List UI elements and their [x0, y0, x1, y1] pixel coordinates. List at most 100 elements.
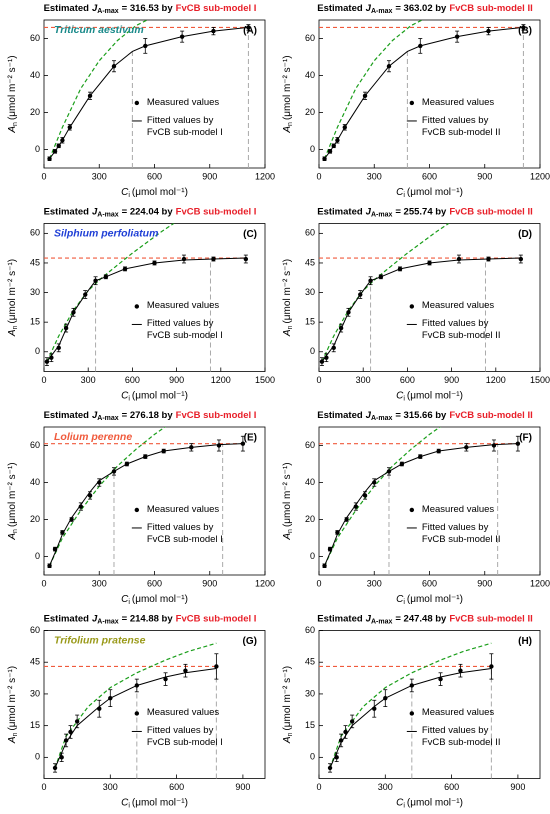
measured-point	[342, 125, 347, 130]
legend-label: Measured values	[421, 96, 495, 108]
y-label-symbol: A	[7, 126, 18, 134]
panel-title: Estimated JA-max = 247.48 by FvCB sub-model…	[317, 613, 533, 626]
x-label-unit: (μmol mol⁻¹)	[407, 594, 463, 605]
panel-title: Estimated JA-max = 214.88 by FvCB sub-model…	[44, 613, 257, 626]
measured-point	[49, 355, 54, 360]
title-prefix: Estimated	[44, 3, 90, 14]
rubisco-curve	[323, 427, 442, 567]
y-tick-label: 0	[310, 752, 315, 762]
legend-marker	[409, 100, 415, 106]
legend-label: Measured values	[146, 707, 220, 719]
measured-point	[71, 310, 76, 315]
plot-area	[44, 20, 251, 168]
measured-point	[216, 443, 222, 448]
species-label: Triticum aestivum	[54, 24, 144, 36]
measured-point	[124, 461, 130, 467]
measured-point	[111, 64, 117, 69]
legend-label: Measured values	[146, 96, 220, 108]
title-model: FvCB sub-model I	[176, 410, 257, 421]
measured-point	[44, 359, 50, 364]
x-tick-label: 900	[169, 375, 184, 385]
measured-point	[78, 504, 84, 509]
y-tick-label: 0	[310, 551, 315, 561]
title-prefix: Estimated	[44, 410, 90, 421]
legend-label: Fitted values by FvCB sub-model I	[146, 725, 223, 749]
measured-point	[60, 530, 65, 535]
legend-marker	[134, 711, 140, 716]
y-tick-label: 60	[30, 625, 40, 635]
y-label-symbol: A	[282, 533, 293, 541]
y-tick-label: 60	[30, 440, 40, 450]
title-prefix: Estimated	[317, 613, 363, 624]
x-tick-label: 300	[378, 782, 393, 792]
y-label-unit: (μmol m⁻² s⁻¹)	[7, 462, 18, 527]
title-model: FvCB sub-model I	[176, 613, 257, 624]
title-symbol: J	[366, 410, 372, 421]
measured-point	[397, 266, 403, 272]
x-tick-label: 900	[202, 578, 217, 588]
plot-area	[319, 427, 521, 575]
measured-point	[214, 664, 219, 669]
measured-point	[372, 480, 377, 485]
x-tick-label: 0	[316, 782, 321, 792]
y-tick-label: 0	[310, 144, 315, 154]
measured-point	[47, 563, 52, 568]
legend-label: Fitted values by FvCB sub-model I	[146, 114, 223, 138]
title-subscript: A-max	[371, 8, 393, 15]
panel: Estimated JA-max = 255.74 by FvCB sub-model…	[282, 206, 550, 403]
y-label-subscript: n	[287, 122, 294, 126]
title-subscript: A-max	[97, 212, 119, 219]
x-axis-label: Ci (μmol mol⁻¹)	[396, 797, 463, 810]
plot-frame	[43, 19, 266, 169]
legend-label: Fitted values by FvCB sub-model I	[146, 521, 223, 545]
y-tick-label: 30	[30, 688, 40, 698]
rubisco-curve	[48, 427, 167, 567]
measured-point	[331, 143, 336, 148]
x-tick-label: 600	[125, 375, 140, 385]
measured-point	[68, 729, 73, 735]
legend-marker	[134, 100, 140, 106]
y-tick-label: 20	[30, 514, 40, 524]
measured-point	[69, 517, 74, 522]
x-tick-label: 300	[356, 375, 371, 385]
y-tick-label: 30	[305, 688, 315, 698]
rubisco-curve	[323, 20, 423, 159]
x-label-symbol: C	[396, 390, 404, 401]
measured-point	[74, 719, 80, 724]
x-tick-label: 600	[422, 578, 437, 588]
y-tick-label: 15	[30, 720, 40, 730]
y-label-subscript: n	[12, 122, 19, 126]
measured-point	[353, 504, 359, 509]
title-value: = 255.74 by	[395, 206, 447, 217]
x-tick-label: 900	[202, 171, 217, 181]
legend-label: Measured values	[146, 503, 220, 515]
y-axis-label: An (μmol m⁻² s⁻¹)	[282, 462, 295, 540]
plot-area	[319, 642, 494, 779]
measured-point	[111, 469, 117, 474]
y-tick-label: 0	[35, 346, 40, 356]
legend-label: Measured values	[421, 300, 495, 312]
x-tick-label: 0	[316, 171, 321, 181]
plot-area	[44, 223, 249, 372]
y-tick-label: 20	[305, 107, 315, 117]
panel-title: Estimated JA-max = 363.02 by FvCB sub-model…	[317, 3, 533, 16]
x-tick-label: 900	[444, 375, 459, 385]
measured-point	[486, 28, 491, 34]
measured-point	[189, 445, 194, 450]
y-tick-label: 0	[35, 752, 40, 762]
title-symbol: J	[366, 206, 372, 217]
measured-point	[134, 683, 140, 688]
species-label: Trifolium pratense	[54, 634, 146, 646]
title-subscript: A-max	[371, 212, 393, 219]
title-model: FvCB sub-model I	[176, 206, 257, 217]
measured-point	[143, 43, 148, 49]
x-tick-label: 300	[92, 171, 107, 181]
legend-label: Measured values	[146, 300, 220, 312]
x-label-unit: (μmol mol⁻¹)	[132, 797, 188, 808]
title-prefix: Estimated	[44, 613, 90, 624]
title-value: = 214.88 by	[122, 613, 174, 624]
panel: Estimated JA-max = 224.04 by FvCB sub-model…	[7, 206, 275, 403]
y-tick-label: 30	[30, 287, 40, 297]
y-tick-label: 40	[305, 477, 315, 487]
title-value: = 363.02 by	[395, 3, 447, 14]
